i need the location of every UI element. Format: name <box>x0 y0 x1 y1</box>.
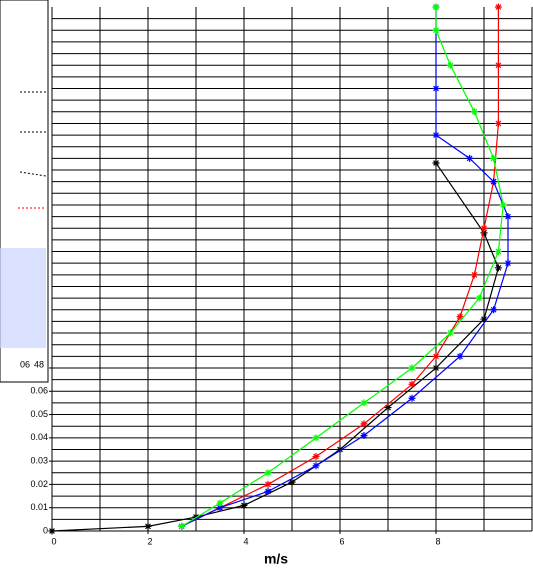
x-axis-label: m/s <box>264 551 288 567</box>
point-marker <box>312 452 320 460</box>
point-marker <box>480 224 488 232</box>
point-marker <box>216 504 224 512</box>
point-marker <box>432 131 440 139</box>
series-line <box>181 7 509 527</box>
overlay-label: 06 <box>20 359 30 369</box>
x-tick-label: 6 <box>339 536 344 546</box>
point-marker <box>264 480 272 488</box>
x-tick-label: 4 <box>243 536 248 546</box>
overlay-fill <box>0 248 46 348</box>
y-tick-label: 0.01 <box>30 502 48 512</box>
point-marker <box>432 26 440 34</box>
point-marker <box>384 404 392 412</box>
overlay-label: 48 <box>34 359 44 369</box>
point-marker <box>470 108 478 116</box>
point-marker <box>216 499 224 507</box>
point-marker <box>432 85 440 93</box>
point-marker <box>178 522 186 530</box>
series-line <box>51 162 500 532</box>
x-tick-label: 2 <box>147 536 152 546</box>
point-marker <box>408 364 416 372</box>
point-marker <box>490 306 498 314</box>
point-marker <box>490 154 498 162</box>
y-tick-label: 0.06 <box>30 386 48 396</box>
point-marker <box>432 352 440 360</box>
overlay-line <box>19 171 47 177</box>
point-marker <box>494 61 502 69</box>
y-tick-label: 0.02 <box>30 479 48 489</box>
point-marker <box>466 154 474 162</box>
point-marker <box>360 399 368 407</box>
x-tick-label: 0 <box>51 536 56 546</box>
point-marker <box>494 248 502 256</box>
point-marker <box>456 352 464 360</box>
point-marker <box>288 478 296 486</box>
point-marker <box>494 119 502 127</box>
point-marker <box>48 527 56 535</box>
point-marker <box>446 61 454 69</box>
point-marker <box>312 462 320 470</box>
point-marker <box>336 445 344 453</box>
point-marker <box>408 394 416 402</box>
point-marker <box>494 264 502 272</box>
point-marker <box>360 420 368 428</box>
point-marker <box>264 469 272 477</box>
series-line <box>181 7 499 527</box>
point-marker <box>470 271 478 279</box>
point-marker <box>240 501 248 509</box>
point-marker <box>490 178 498 186</box>
y-tick-label: 0 <box>43 525 48 535</box>
point-marker <box>499 201 507 209</box>
point-marker <box>480 315 488 323</box>
point-marker <box>480 229 488 237</box>
x-tick-label: 8 <box>435 536 440 546</box>
y-tick-label: 0.03 <box>30 456 48 466</box>
point-marker <box>446 329 454 337</box>
point-marker <box>432 3 440 11</box>
overlay-window: 06 48 <box>0 0 49 383</box>
point-marker <box>456 313 464 321</box>
point-marker <box>432 364 440 372</box>
point-marker <box>432 159 440 167</box>
point-marker <box>504 213 512 221</box>
y-tick-label: 0.05 <box>30 409 48 419</box>
point-marker <box>408 380 416 388</box>
y-tick-label: 0.04 <box>30 432 48 442</box>
point-marker <box>144 522 152 530</box>
point-marker <box>504 259 512 267</box>
point-marker <box>475 294 483 302</box>
point-marker <box>312 434 320 442</box>
point-marker <box>494 3 502 11</box>
point-marker <box>264 487 272 495</box>
point-marker <box>360 432 368 440</box>
